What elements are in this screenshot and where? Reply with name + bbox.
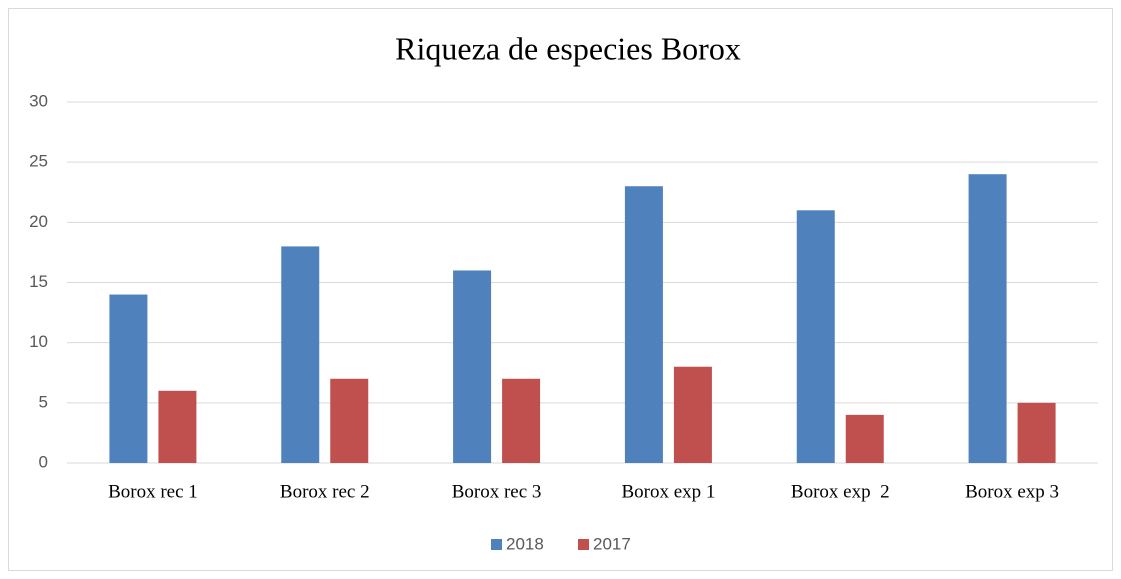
bar — [158, 390, 197, 463]
y-tick-label: 25 — [29, 152, 48, 171]
legend-label: 2018 — [506, 534, 544, 553]
legend-swatch — [491, 539, 502, 550]
chart-title: Riqueza de especies Borox — [395, 30, 741, 66]
y-tick-label: 10 — [29, 332, 48, 351]
x-tick-label: Borox rec 1 — [108, 481, 198, 502]
bar — [502, 378, 541, 463]
legend-label: 2017 — [593, 534, 631, 553]
bar — [330, 378, 369, 463]
bar — [845, 414, 884, 463]
y-tick-label: 20 — [29, 212, 48, 231]
bar — [453, 270, 492, 463]
legend-swatch — [578, 539, 589, 550]
bar — [1017, 402, 1056, 463]
x-tick-label: Borox rec 3 — [452, 481, 542, 502]
x-tick-label: Borox exp 2 — [791, 481, 890, 502]
y-tick-label: 5 — [39, 392, 48, 411]
y-tick-label: 0 — [39, 452, 48, 471]
x-tick-label: Borox exp 3 — [965, 481, 1059, 502]
bar — [968, 174, 1007, 463]
bar — [281, 246, 320, 463]
bar — [796, 210, 835, 463]
bar — [624, 186, 663, 463]
bar — [673, 366, 712, 463]
x-tick-label: Borox exp 1 — [621, 481, 715, 502]
y-tick-label: 15 — [29, 272, 48, 291]
bar — [109, 294, 148, 463]
x-tick-label: Borox rec 2 — [280, 481, 370, 502]
y-tick-label: 30 — [29, 91, 48, 110]
